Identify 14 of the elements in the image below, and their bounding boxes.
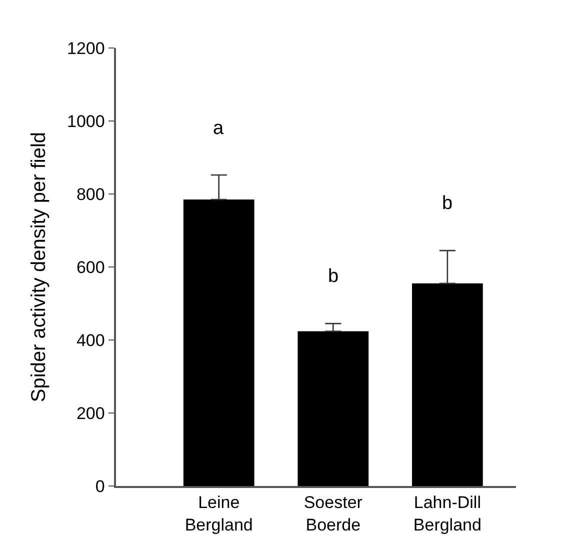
- x-tick-label: Lahn-Dill Bergland: [413, 493, 482, 534]
- x-tick-label: Soester Boerde: [304, 493, 363, 534]
- annotation: a: [213, 118, 224, 139]
- y-axis-title: Spider activity density per field: [28, 132, 50, 402]
- y-tick-label: 1000: [67, 112, 105, 131]
- x-tick-label: Leine Bergland: [184, 493, 253, 534]
- y-tick-label: 1200: [67, 38, 105, 58]
- y-tick-label: 800: [76, 184, 105, 204]
- y-tick-label: 0: [95, 476, 105, 496]
- y-tick-label: 400: [76, 330, 105, 350]
- y-tick-label: 600: [76, 258, 105, 277]
- annotation: b: [442, 193, 453, 214]
- y-tick-label: 200: [76, 404, 105, 423]
- annotation: b: [328, 266, 339, 287]
